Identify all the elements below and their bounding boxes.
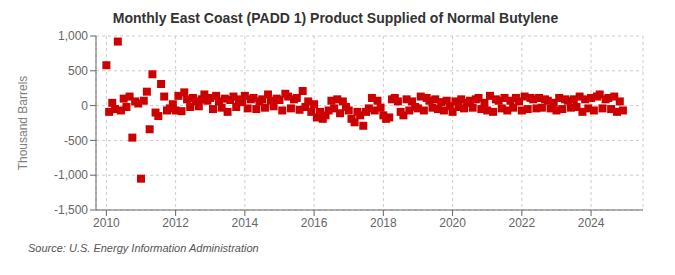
svg-text:2016: 2016 (301, 216, 328, 230)
svg-text:500: 500 (68, 64, 88, 78)
svg-text:-1,500: -1,500 (54, 203, 88, 217)
svg-text:2022: 2022 (508, 216, 535, 230)
html-text:Source: U.S. Energy Informatio: Source: U.S. Energy Information Administ… (28, 242, 259, 254)
svg-text:2020: 2020 (439, 216, 466, 230)
svg-text:-1,000: -1,000 (54, 168, 88, 182)
svg-text:1,000: 1,000 (58, 29, 88, 43)
svg-text:-500: -500 (64, 134, 88, 148)
html-text:Monthly East Coast (PADD 1) Pr: Monthly East Coast (PADD 1) Product Supp… (112, 10, 559, 26)
svg-text:Thousand Barrels: Thousand Barrels (16, 76, 30, 171)
svg-text:2010: 2010 (93, 216, 120, 230)
svg-text:2018: 2018 (370, 216, 397, 230)
svg-text:2024: 2024 (578, 216, 605, 230)
svg-text:0: 0 (81, 99, 88, 113)
svg-text:2014: 2014 (232, 216, 259, 230)
svg-text:2012: 2012 (162, 216, 189, 230)
